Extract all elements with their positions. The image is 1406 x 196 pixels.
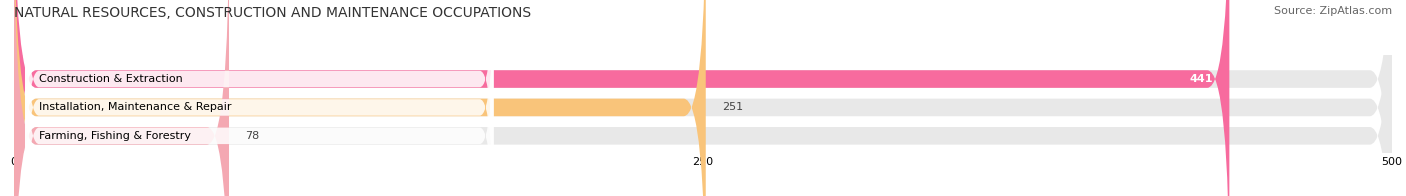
Text: Farming, Fishing & Forestry: Farming, Fishing & Forestry [39, 131, 191, 141]
Text: Installation, Maintenance & Repair: Installation, Maintenance & Repair [39, 103, 232, 113]
Text: Construction & Extraction: Construction & Extraction [39, 74, 183, 84]
Text: Source: ZipAtlas.com: Source: ZipAtlas.com [1274, 6, 1392, 16]
FancyBboxPatch shape [14, 0, 1392, 196]
FancyBboxPatch shape [25, 0, 494, 196]
Text: 441: 441 [1189, 74, 1213, 84]
FancyBboxPatch shape [14, 0, 1392, 196]
Text: 251: 251 [723, 103, 744, 113]
FancyBboxPatch shape [14, 0, 1392, 196]
FancyBboxPatch shape [14, 0, 706, 196]
Text: NATURAL RESOURCES, CONSTRUCTION AND MAINTENANCE OCCUPATIONS: NATURAL RESOURCES, CONSTRUCTION AND MAIN… [14, 6, 531, 20]
Text: 78: 78 [246, 131, 260, 141]
FancyBboxPatch shape [25, 2, 494, 196]
FancyBboxPatch shape [14, 0, 229, 196]
FancyBboxPatch shape [25, 0, 494, 196]
FancyBboxPatch shape [14, 0, 1229, 196]
